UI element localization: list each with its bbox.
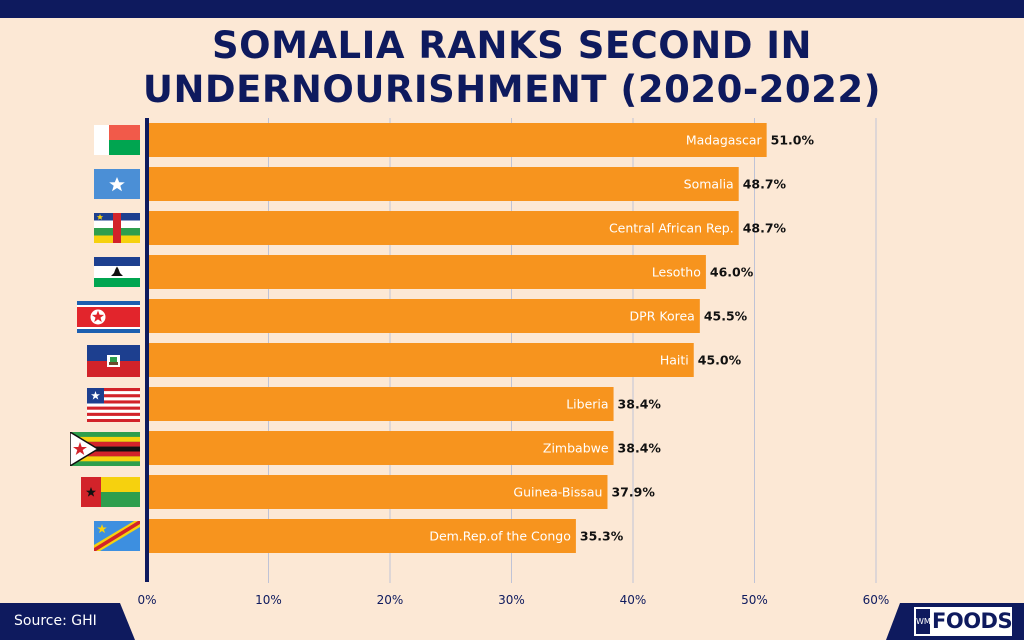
bar: [149, 255, 706, 289]
bar-category-label: Zimbabwe: [543, 441, 609, 456]
bar-category-label: Guinea-Bissau: [513, 485, 602, 500]
x-tick-label: 40%: [620, 593, 647, 607]
bar-category-label: Lesotho: [652, 265, 701, 280]
bar-value-label: 37.9%: [611, 485, 655, 500]
bar: [149, 123, 767, 157]
lesotho-flag: [94, 257, 140, 287]
liberia-flag: [87, 388, 140, 422]
bar: [149, 299, 700, 333]
bar-category-label: Liberia: [566, 397, 608, 412]
x-tick-label: 60%: [863, 593, 890, 607]
brand-logo: WM FOODS: [886, 603, 1024, 640]
logo-text: FOODS: [932, 609, 1013, 633]
bar-category-label: Haiti: [660, 353, 689, 368]
haiti-flag: [87, 345, 140, 377]
chart-title-line-2: UNDERNOURISHMENT (2020-2022): [142, 68, 882, 111]
source-label: Source: GHI: [0, 603, 135, 640]
bar-category-label: Madagascar: [686, 133, 763, 148]
x-tick-label: 10%: [255, 593, 282, 607]
logo-mark: WM: [916, 609, 931, 634]
x-tick-label: 20%: [377, 593, 404, 607]
bar: [149, 519, 576, 553]
bar-value-label: 38.4%: [618, 441, 662, 456]
zimbabwe-flag: [70, 432, 140, 466]
bar-category-label: DPR Korea: [630, 309, 695, 324]
y-axis-line: [145, 118, 149, 582]
top-bar: [0, 0, 1024, 18]
chart-title: SOMALIA RANKS SECOND IN UNDERNOURISHMENT…: [0, 24, 1024, 112]
bar-category-label: Central African Rep.: [609, 221, 734, 236]
bar-value-label: 45.0%: [698, 353, 742, 368]
bar: [149, 343, 694, 377]
bar-value-label: 45.5%: [704, 309, 748, 324]
bar-value-label: 35.3%: [580, 529, 624, 544]
somalia-flag: [94, 169, 140, 199]
bar-value-label: 48.7%: [743, 221, 787, 236]
dr-congo-flag: [94, 521, 140, 551]
north-korea-flag: [77, 301, 140, 333]
central-african-republic-flag: [94, 213, 140, 243]
x-tick-label: 30%: [498, 593, 525, 607]
x-tick-label: 0%: [137, 593, 156, 607]
guinea-bissau-flag: [81, 477, 140, 507]
madagascar-flag: [94, 125, 140, 155]
bar: [149, 167, 739, 201]
bar-value-label: 51.0%: [771, 133, 815, 148]
bar-category-label: Somalia: [684, 177, 734, 192]
bar: [149, 387, 614, 421]
bar-value-label: 46.0%: [710, 265, 754, 280]
bar-value-label: 38.4%: [618, 397, 662, 412]
bar-value-label: 48.7%: [743, 177, 787, 192]
chart-title-line-1: SOMALIA RANKS SECOND IN: [211, 24, 813, 67]
bar-category-label: Dem.Rep.of the Congo: [429, 529, 571, 544]
bar: [149, 431, 614, 465]
x-tick-label: 50%: [741, 593, 768, 607]
bar: [149, 211, 739, 245]
bar: [149, 475, 608, 509]
